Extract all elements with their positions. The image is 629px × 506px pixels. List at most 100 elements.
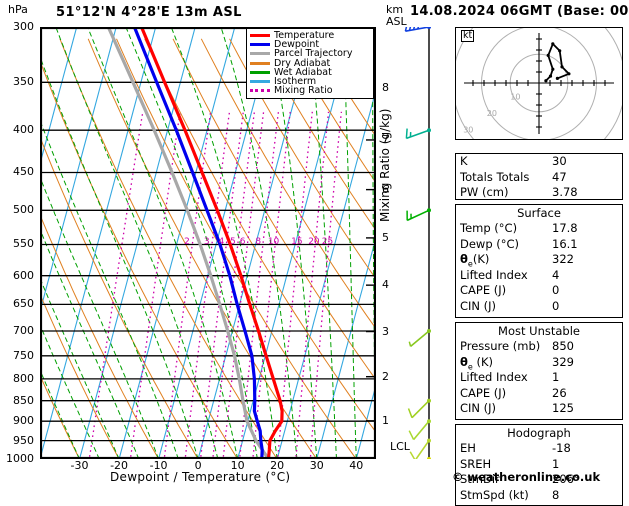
mixing-ratio-label-4: 4 [218,237,224,247]
mixing-ratio-label-5: 5 [230,237,236,247]
pressure-axis-unit-label: hPa [8,3,28,16]
legend-swatch-icon [250,52,270,55]
legend-swatch-icon [250,80,270,83]
row-value: 0 [552,283,559,299]
row-label: θe(K) [460,252,552,268]
table-row: Temp (°C)17.8 [456,221,622,237]
table-row: CIN (J)125 [456,401,622,417]
pressure-tick-650: 650 [0,297,34,310]
temp-tick-30: 30 [297,459,337,472]
row-value: 3.78 [552,185,578,201]
height-tick-8: 8 [382,81,389,94]
table-row: Dewp (°C)16.1 [456,237,622,253]
row-value: 0 [552,299,559,315]
table-row: StmSpd (kt)8 [456,488,622,504]
height-tick-2: 2 [382,370,389,383]
row-label: Temp (°C) [460,221,552,237]
pressure-tick-850: 850 [0,394,34,407]
row-value: 30 [552,154,567,170]
legend-swatch-icon [250,34,270,37]
hodograph-plot: 10 20 30 [456,28,622,139]
row-value: -18 [552,441,571,457]
pressure-tick-700: 700 [0,324,34,337]
row-value: 322 [552,252,574,268]
pressure-tick-550: 550 [0,237,34,250]
row-label: Totals Totals [460,170,552,186]
table-row: CAPE (J)26 [456,386,622,402]
model-run-title: 14.08.2024 06GMT (Base: 00) [410,4,629,19]
row-value: 47 [552,170,567,186]
height-tick-4: 4 [382,278,389,291]
pressure-tick-1000: 1000 [0,452,34,465]
table-row: CAPE (J)0 [456,283,622,299]
svg-text:20: 20 [487,109,497,118]
svg-text:10: 10 [510,93,520,102]
pressure-tick-950: 950 [0,434,34,447]
row-label: CIN (J) [460,299,552,315]
legend-swatch-icon [250,71,270,74]
row-label: θe (K) [460,355,552,371]
row-value: 8 [552,488,559,504]
mixing-ratio-label-15: 15 [291,237,302,247]
row-label: StmSpd (kt) [460,488,552,504]
legend-swatch-icon [250,89,270,92]
wind-barb-column [398,27,444,459]
temp-tick-40: 40 [336,459,376,472]
table-row: CIN (J)0 [456,299,622,315]
x-axis-title: Dewpoint / Temperature (°C) [110,470,290,484]
legend-swatch-icon [250,62,270,65]
svg-text:30: 30 [463,126,473,135]
temp-tick--30: -30 [60,459,100,472]
height-tick-1: 1 [382,414,389,427]
row-value: 850 [552,339,574,355]
table-row: PW (cm)3.78 [456,185,622,201]
row-label: CIN (J) [460,401,552,417]
table-row: Pressure (mb)850 [456,339,622,355]
row-label: Dewp (°C) [460,237,552,253]
row-label: Lifted Index [460,370,552,386]
pressure-tick-750: 750 [0,349,34,362]
legend-item-mixing-ratio: Mixing Ratio [250,86,370,95]
hodograph-unit-label: kt [461,30,474,42]
row-label: Pressure (mb) [460,339,552,355]
table-row: θe (K)329 [456,355,622,371]
row-value: 329 [552,355,574,371]
row-label: Lifted Index [460,268,552,284]
mixing-ratio-label-8: 8 [255,237,261,247]
table-row: EH-18 [456,441,622,457]
pressure-tick-500: 500 [0,203,34,216]
hodograph-panel: 10 20 30 [455,27,623,140]
table-row: θe(K)322 [456,252,622,268]
table-title: Hodograph [456,425,622,441]
mixing-ratio-label-3: 3 [204,237,210,247]
pressure-tick-350: 350 [0,75,34,88]
height-tick-3: 3 [382,325,389,338]
legend-item-label: Mixing Ratio [274,86,333,95]
copyright-notice: © weatheronline.co.uk [452,470,600,484]
row-value: 26 [552,386,567,402]
row-label: K [460,154,552,170]
pressure-tick-450: 450 [0,165,34,178]
mixing-ratio-label-20: 20 [308,237,319,247]
row-label: CAPE (J) [460,283,552,299]
pressure-tick-800: 800 [0,372,34,385]
row-value: 1 [552,370,559,386]
pressure-tick-400: 400 [0,123,34,136]
row-value: 17.8 [552,221,578,237]
mixing-ratio-label-25: 25 [322,237,333,247]
height-tick-5: 5 [382,231,389,244]
row-value: 16.1 [552,237,578,253]
row-label: CAPE (J) [460,386,552,402]
pressure-tick-900: 900 [0,414,34,427]
row-label: PW (cm) [460,185,552,201]
row-value: 4 [552,268,559,284]
mixing-ratio-label-2: 2 [184,237,190,247]
mixing-ratio-label-10: 10 [268,237,279,247]
